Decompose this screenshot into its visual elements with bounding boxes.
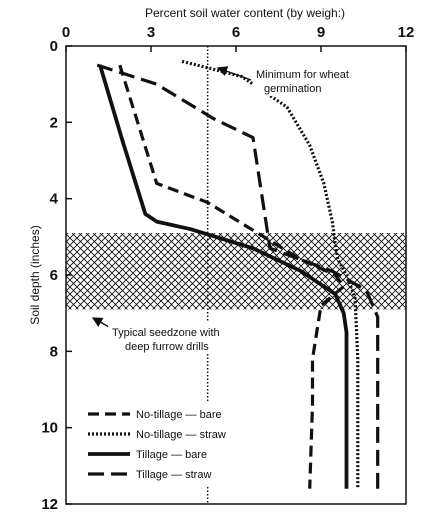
series-tillage-straw <box>96 63 380 489</box>
y-axis-title: Soil depth (inches) <box>28 225 42 324</box>
germination-note-line1: Minimum for wheat <box>256 69 349 81</box>
seedzone-note-line2: deep furrow drills <box>125 341 209 353</box>
x-tick-label: 0 <box>62 24 70 41</box>
y-tick-label: 12 <box>41 496 58 513</box>
legend-background <box>84 402 262 486</box>
y-tick-label: 8 <box>50 343 58 360</box>
y-tick-label: 10 <box>41 420 58 437</box>
series-group <box>96 59 380 489</box>
seedzone-note-bg <box>108 322 254 354</box>
legend-label: Tillage — bare <box>136 449 207 461</box>
y-tick-label: 2 <box>50 114 58 131</box>
seedzone-band <box>66 233 406 310</box>
series-tillage-bare <box>98 64 349 489</box>
x-ticks: 0 3 6 9 12 <box>62 24 415 52</box>
y-tick-label: 0 <box>50 38 58 55</box>
legend-label: No-tillage — bare <box>136 409 222 421</box>
series-no-tillage-bare <box>118 64 346 489</box>
y-tick-label: 6 <box>50 267 58 284</box>
legend-label: No-tillage — straw <box>136 429 226 441</box>
x-axis-title: Percent soil water content (by weigh:) <box>145 6 345 20</box>
germination-note-bg <box>253 66 361 96</box>
y-tick-label: 4 <box>50 191 59 208</box>
germination-arrow <box>216 66 252 81</box>
legend: No-tillage — bare No-tillage — straw Tilla… <box>84 402 262 486</box>
germination-note-line2: germination <box>264 83 321 95</box>
x-tick-label: 3 <box>147 24 155 41</box>
y-ticks: 0 2 4 6 8 10 12 <box>41 38 72 513</box>
x-tick-label: 9 <box>317 24 325 41</box>
x-tick-label: 6 <box>232 24 240 41</box>
legend-label: Tillage — straw <box>136 469 211 481</box>
seedzone-note-line1: Typical seedzone with <box>112 327 220 339</box>
x-tick-label: 12 <box>398 24 415 41</box>
